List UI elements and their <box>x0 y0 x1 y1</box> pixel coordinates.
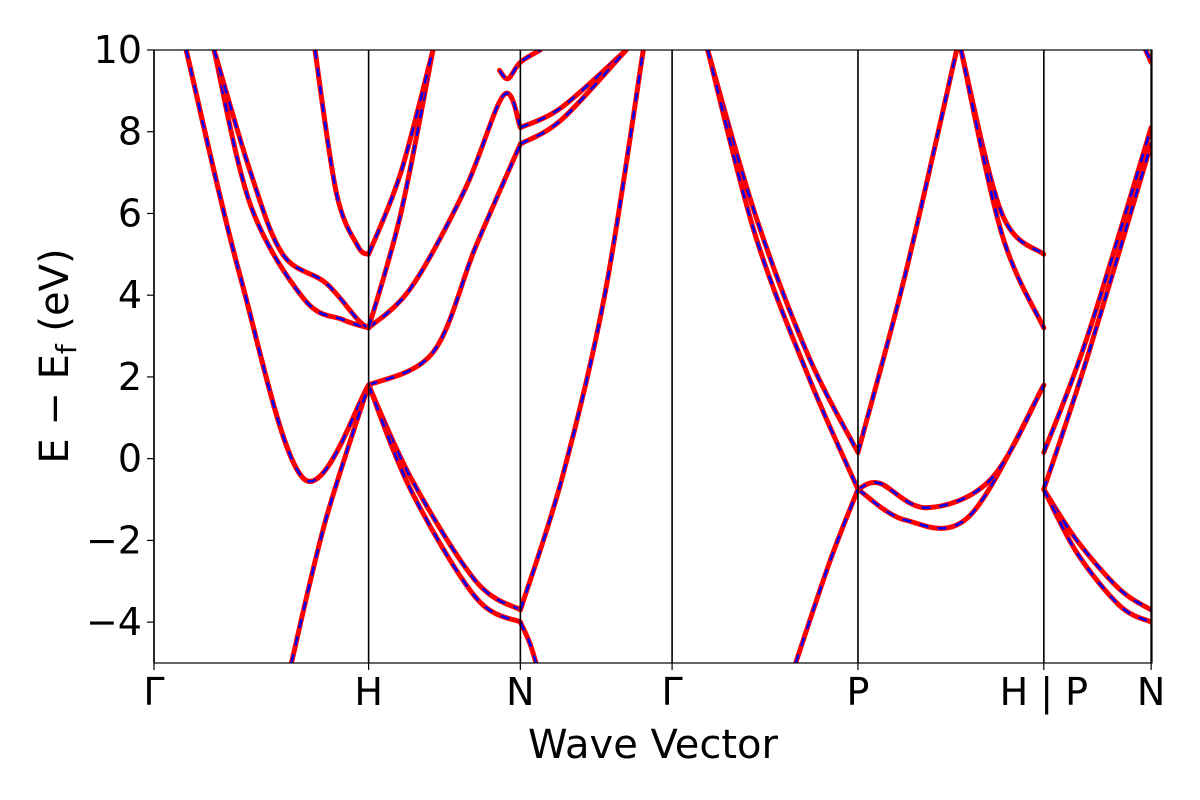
band-line-27 <box>1041 486 1152 613</box>
band-line-17 <box>705 50 861 455</box>
band-line-dash-11 <box>290 384 370 663</box>
band-line-dash-8 <box>367 50 435 255</box>
band-line-dash-25 <box>1042 127 1152 453</box>
band-line-dash-6 <box>367 91 522 329</box>
x-tick-label-6: N <box>1137 670 1165 714</box>
y-tick-label-7: 10 <box>94 28 142 72</box>
y-tick-label-3: 2 <box>118 355 142 399</box>
band-line-28 <box>1041 486 1152 625</box>
x-tick-label-2: N <box>506 670 534 714</box>
band-line-dash-12 <box>519 50 645 611</box>
band-line-2 <box>211 50 372 331</box>
band-line-dash-16 <box>498 50 541 80</box>
band-line-dash-24 <box>959 50 1045 329</box>
band-line-dash-4 <box>313 50 370 256</box>
band-line-dash-18 <box>706 50 860 490</box>
band-line-25 <box>1041 125 1152 455</box>
band-line-21 <box>855 382 1047 511</box>
band-line-dash-22 <box>794 488 860 663</box>
x-tick-label-3: Γ <box>662 670 683 714</box>
y-tick-label-5: 6 <box>118 191 142 235</box>
y-tick-label-0: −4 <box>86 600 142 644</box>
band-line-dash-10 <box>367 384 522 624</box>
y-tick-label-1: −2 <box>86 518 142 562</box>
band-line-5 <box>366 141 523 388</box>
band-line-19 <box>855 50 960 455</box>
band-line-9 <box>366 382 523 613</box>
band-line-dash-29 <box>1144 50 1152 63</box>
band-line-23 <box>958 50 1047 257</box>
x-tick-label-4: P <box>847 670 870 714</box>
band-line-15 <box>517 50 629 147</box>
band-line-dash-20 <box>857 384 1045 530</box>
band-line-dash-17 <box>706 50 860 454</box>
band-line-10 <box>366 382 523 625</box>
kpoint-lines <box>153 50 1152 663</box>
band-line-14 <box>517 50 629 131</box>
band-line-dash-27 <box>1042 488 1152 611</box>
y-axis-ticks: −4 −2 0 2 4 6 8 10 <box>86 28 154 644</box>
y-axis-title-subscript: f <box>50 343 83 354</box>
band-line-20 <box>855 382 1047 531</box>
band-line-18 <box>705 50 861 492</box>
y-tick-label-4: 4 <box>118 273 142 317</box>
y-tick-label-2: 0 <box>118 437 142 481</box>
band-line-dash-1 <box>184 50 370 483</box>
x-axis-title: Wave Vector <box>528 722 779 768</box>
band-line-6 <box>366 90 523 331</box>
band-line-4 <box>312 50 372 257</box>
x-tick-label-1: H <box>354 670 383 714</box>
y-axis-title-unit: (eV) <box>32 248 78 344</box>
band-line-dash-3 <box>212 50 370 329</box>
x-tick-label-5: H | P <box>1000 670 1088 715</box>
x-tick-label-0: Γ <box>143 670 164 714</box>
y-axis-title-main: E − E <box>32 354 78 464</box>
band-lines <box>183 50 1152 663</box>
band-line-24 <box>958 50 1047 331</box>
band-line-22 <box>793 486 861 663</box>
band-line-dash-5 <box>368 143 522 387</box>
band-line-dash-23 <box>959 50 1045 256</box>
band-line-dash-13 <box>519 621 538 663</box>
y-axis-title: E − Ef (eV) <box>32 248 83 463</box>
band-line-11 <box>288 382 372 663</box>
plot-frame <box>153 49 1153 664</box>
x-axis-ticks: Γ H N Γ P H | P N <box>143 663 1165 715</box>
band-line-dash-26 <box>1042 143 1152 490</box>
band-line-dash-2 <box>212 50 369 330</box>
y-tick-label-6: 8 <box>118 110 142 154</box>
band-line-dash-9 <box>367 384 522 611</box>
band-line-dash-19 <box>856 50 958 453</box>
